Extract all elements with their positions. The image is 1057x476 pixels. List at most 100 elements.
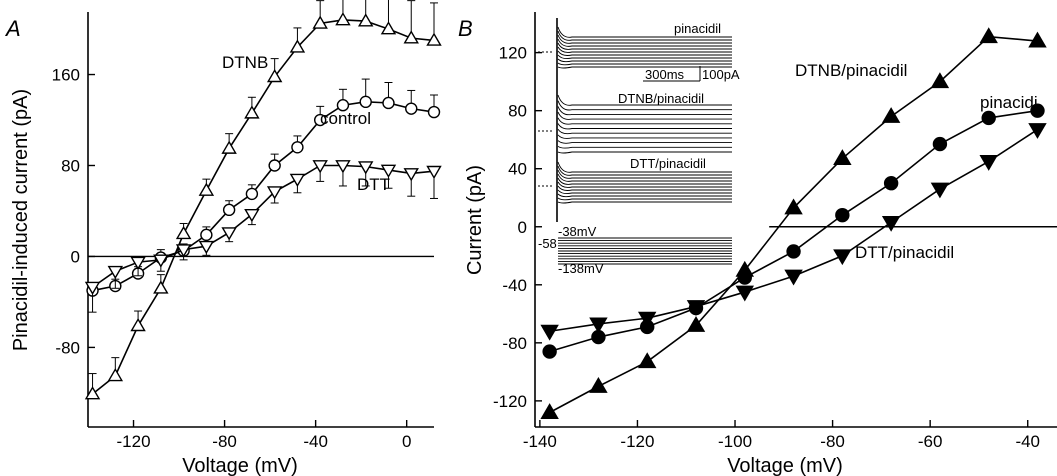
y-tick-label: -120: [493, 392, 527, 411]
data-point: [1029, 124, 1045, 138]
x-tick-label: -80: [820, 432, 845, 451]
x-tick-label: -140: [523, 432, 557, 451]
data-point: [223, 142, 236, 153]
data-point: [405, 32, 418, 43]
panel-a: A -120 -80 -40 0 -80080160 Voltage (mV) Pin…: [4, 0, 441, 476]
series-line-b-1: [550, 111, 1038, 352]
data-point: [738, 271, 751, 284]
inset-trace: [558, 182, 732, 187]
x-tick-label: -120: [117, 432, 151, 451]
data-point: [885, 177, 898, 190]
inset-trace: [558, 141, 732, 144]
data-point: [981, 29, 997, 43]
inset-trace: [558, 63, 732, 65]
data-point: [177, 227, 190, 238]
panel-b-series: [542, 29, 1046, 419]
inset-current-traces: pinacidil DTNB/pinacidil DTT/pinacidil 3…: [538, 18, 740, 276]
x-tick-label: -120: [620, 432, 654, 451]
y-tick-label: 0: [71, 247, 80, 266]
inset-trace: [558, 124, 732, 129]
data-point: [269, 160, 280, 171]
inset-scale-current: 100pA: [702, 67, 740, 82]
data-point: [836, 209, 849, 222]
data-point: [406, 103, 417, 114]
data-point: [590, 378, 606, 392]
y-tick-label: -40: [502, 276, 527, 295]
inset-label-v-base: -58: [538, 236, 557, 251]
data-point: [223, 228, 236, 239]
data-point: [246, 188, 257, 199]
data-point: [787, 245, 800, 258]
y-tick-label: 80: [61, 156, 80, 175]
panel-a-x-ticks: -120 -80 -40 0: [117, 420, 412, 451]
panel-b-label-dtt-pinacidil: DTT/pinacidil: [855, 243, 954, 262]
y-tick-label: 40: [508, 160, 527, 179]
inset-trace: [558, 59, 732, 62]
x-tick-label: -100: [718, 432, 752, 451]
inset-trace: [558, 198, 732, 200]
inset-label-pinacidil: pinacidil: [674, 21, 721, 36]
data-point: [383, 97, 394, 108]
inset-trace: [558, 35, 732, 43]
inset-label-dtnb: DTNB/pinacidil: [618, 91, 704, 106]
data-point: [245, 210, 258, 221]
inset-trace: [558, 152, 732, 153]
series-line-0: [93, 20, 434, 394]
data-point: [639, 354, 655, 368]
inset-trace: [558, 190, 732, 194]
data-point: [883, 217, 899, 231]
inset-trace: [558, 170, 732, 178]
panel-b-letter: B: [458, 16, 473, 41]
inset-label-v-min: -138mV: [558, 261, 604, 276]
data-point: [109, 369, 122, 380]
data-point: [429, 107, 440, 118]
data-point: [292, 142, 303, 153]
panel-a-label-dtt: DTT: [357, 175, 390, 194]
data-point: [109, 267, 122, 278]
inset-trace-groups: [558, 27, 732, 203]
data-point: [245, 107, 258, 118]
x-tick-label: -60: [918, 432, 943, 451]
inset-scale-time: 300ms: [645, 67, 685, 82]
y-tick-label: 80: [508, 102, 527, 121]
inset-label-v-hold: -38mV: [558, 224, 597, 239]
data-point: [200, 184, 213, 195]
panel-a-label-control: control: [320, 109, 371, 128]
panel-b-label-dtnb-pinacidil: DTNB/pinacidil: [795, 61, 907, 80]
inset-trace: [558, 135, 732, 139]
panel-b: B -140 -120 -100 -80 -60 -40 -120-80-40040801…: [458, 12, 1057, 476]
panel-b-x-title: Voltage (mV): [727, 455, 843, 476]
data-point: [132, 257, 145, 268]
y-tick-label: 160: [52, 66, 80, 85]
inset-label-dtt: DTT/pinacidil: [630, 156, 706, 171]
x-tick-label: 0: [402, 432, 411, 451]
inset-trace: [558, 129, 732, 134]
data-point: [543, 345, 556, 358]
data-point: [932, 183, 948, 197]
data-point: [405, 169, 418, 180]
panel-a-letter: A: [4, 16, 21, 41]
y-tick-label: -80: [502, 334, 527, 353]
inset-trace: [558, 55, 732, 59]
data-point: [982, 111, 995, 124]
panel-a-y-title: Pinacidil-induced current (pA): [10, 89, 32, 351]
data-point: [336, 13, 349, 24]
y-tick-label: 120: [499, 44, 527, 63]
inset-trace: [558, 202, 732, 203]
y-tick-label: -80: [55, 338, 80, 357]
x-tick-label: -40: [303, 432, 328, 451]
inset-trace: [558, 47, 732, 52]
data-point: [224, 204, 235, 215]
data-point: [201, 229, 212, 240]
panel-b-y-title: Current (pA): [464, 165, 486, 275]
inset-trace: [558, 112, 732, 119]
inset-trace: [558, 106, 732, 114]
y-tick-label: 0: [518, 218, 527, 237]
inset-trace: [558, 146, 732, 148]
data-point: [542, 404, 558, 418]
data-point: [542, 325, 558, 339]
data-point: [834, 151, 850, 165]
data-point: [883, 108, 899, 122]
panel-b-x-ticks: -140 -120 -100 -80 -60 -40: [523, 420, 1040, 451]
data-point: [154, 282, 167, 293]
